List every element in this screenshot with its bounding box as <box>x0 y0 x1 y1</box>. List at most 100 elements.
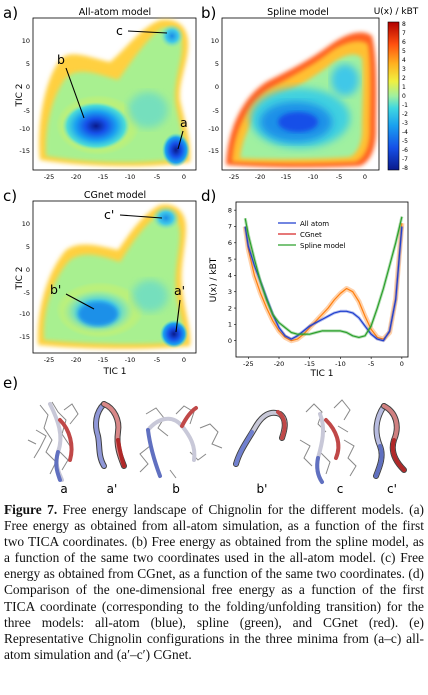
structure-b-prime-image: b' <box>233 409 288 496</box>
structure-label-c-prime: c' <box>387 482 397 496</box>
tick-x-b: -5 <box>336 173 342 181</box>
series-line-cgnet <box>244 223 403 342</box>
tick-x-a: -15 <box>98 173 109 181</box>
tick-y-b: -5 <box>213 107 219 115</box>
tick-y-a: -15 <box>19 147 30 155</box>
colorbar-tick: 4 <box>402 57 406 64</box>
y-tick-label: 8 <box>228 206 232 214</box>
figure-caption: Figure 7. Free energy landscape of Chign… <box>4 502 424 663</box>
structure-label-a-prime: a' <box>107 482 118 496</box>
heatmap-b <box>226 32 377 168</box>
tick-x-a: -25 <box>44 173 55 181</box>
legend-label-spline: Spline model <box>300 242 346 250</box>
panel-letter-a: a) <box>3 4 18 22</box>
tick-y-a: 0 <box>26 83 30 91</box>
x-tick-label: 0 <box>400 360 404 368</box>
y-tick-label: 5 <box>228 255 232 263</box>
axis-label-tic2-a: TIC 2 <box>15 83 25 107</box>
y-tick-label: 1 <box>228 321 232 329</box>
x-tick-label: -20 <box>274 360 285 368</box>
structure-c-image: c <box>299 399 357 496</box>
tick-y-b: -15 <box>208 147 219 155</box>
colorbar-tick: 6 <box>402 39 406 46</box>
y-tick-label: 4 <box>228 272 232 280</box>
structure-label-c: c <box>337 482 344 496</box>
structure-label-b: b <box>172 482 180 496</box>
panel-letter-d: d) <box>201 187 216 205</box>
y-tick-label: 2 <box>228 304 232 312</box>
colorbar-ticks: 8 7 6 5 4 3 2 1 0 -1 -2 -3 -4 -5 -6 -7 -… <box>402 21 408 172</box>
axis-a: TIC 2 10 5 0 -5 -10 -15 -25 -20 -15 -10 … <box>15 37 186 181</box>
tick-x-c: -15 <box>98 356 109 364</box>
colorbar-tick: -7 <box>402 156 408 163</box>
x-tick-label: -5 <box>368 360 374 368</box>
colorbar-tick: 8 <box>402 21 406 28</box>
structure-c-prime-image: c' <box>373 403 407 496</box>
panel-a: a) All-atom model c' c b a TIC 2 10 5 0 … <box>3 4 197 181</box>
colorbar-tick: 0 <box>402 93 406 100</box>
tick-y-b: -10 <box>208 125 219 133</box>
colorbar-label: U(x) / kBT <box>374 7 419 17</box>
caption-text: Free energy landscape of Chignolin for t… <box>4 502 425 662</box>
tick-y-a: -5 <box>24 107 30 115</box>
tick-y-c: -15 <box>19 333 30 341</box>
tick-x-a: -5 <box>154 173 160 181</box>
structure-b-image: b <box>139 405 223 496</box>
x-tick-label: -15 <box>304 360 315 368</box>
tick-y-c: -10 <box>19 310 30 318</box>
series-line-spline-model <box>244 216 403 338</box>
panel-letter-e: e) <box>3 374 18 392</box>
annotation-b: b <box>57 52 65 67</box>
axis-c: TIC 2 10 5 0 -5 -10 -15 -25 -20 -15 -10 … <box>15 220 186 377</box>
axis-label-tic1-d: TIC 1 <box>309 369 333 379</box>
tick-y-c: 0 <box>26 266 30 274</box>
x-tick-label: -25 <box>243 360 254 368</box>
tick-x-a: -20 <box>71 173 82 181</box>
structure-label-b-prime: b' <box>257 482 268 496</box>
tick-x-b: 0 <box>363 173 367 181</box>
tick-y-b: 5 <box>215 60 219 68</box>
legend-label-all-atom: All atom <box>300 220 329 228</box>
colorbar-tick: -4 <box>402 129 408 136</box>
tick-x-b: -10 <box>308 173 319 181</box>
annotations-c: c' b' a' <box>50 207 185 333</box>
colorbar-tick: -6 <box>402 147 408 154</box>
axis-label-tic2-c: TIC 2 <box>15 266 25 290</box>
panel-b: b) Spline model 10 5 0 -5 -10 -15 -25 -2… <box>201 4 380 181</box>
panel-letter-b: b) <box>201 4 216 22</box>
tick-x-b: -20 <box>255 173 266 181</box>
tick-y-b: 0 <box>215 83 219 91</box>
series-lines-d <box>242 216 405 344</box>
annotation-b-prime: b' <box>50 282 61 297</box>
panel-e: e) a a' <box>3 374 407 496</box>
tick-y-c: 10 <box>22 220 30 228</box>
caption-label: Figure 7. <box>4 502 58 517</box>
tick-x-b: -15 <box>281 173 292 181</box>
tick-y-c: 5 <box>26 243 30 251</box>
tick-x-a: 0 <box>182 173 186 181</box>
tick-x-c: -10 <box>125 356 136 364</box>
x-tick-label: -10 <box>335 360 346 368</box>
tick-x-a: -10 <box>125 173 136 181</box>
axis-label-u-d: U(x) / kBT <box>209 257 219 302</box>
annotations-a: c' c b a <box>57 23 188 150</box>
y-tick-label: 0 <box>228 337 232 345</box>
tick-x-c: -5 <box>154 356 160 364</box>
colorbar-tick: 1 <box>402 84 406 91</box>
panel-c: c) CGnet model c' b' a' TIC 2 10 5 0 -5 <box>3 187 197 377</box>
colorbar-tick: 2 <box>402 75 406 82</box>
y-tick-label: 3 <box>228 288 232 296</box>
colorbar-tick: -3 <box>402 120 408 127</box>
panel-title-c: CGnet model <box>84 190 146 201</box>
tick-y-a: 5 <box>26 60 30 68</box>
tick-x-c: -25 <box>44 356 55 364</box>
tick-y-c: -5 <box>24 289 30 297</box>
structure-a-image: a <box>27 401 79 496</box>
colorbar-tick: -1 <box>402 102 408 109</box>
colorbar-tick: 7 <box>402 30 406 37</box>
colorbar-gradient <box>387 21 400 171</box>
colorbar-tick: 3 <box>402 66 406 73</box>
structure-a-prime-image: a' <box>93 401 127 496</box>
annotation-a-prime: a' <box>174 283 185 298</box>
